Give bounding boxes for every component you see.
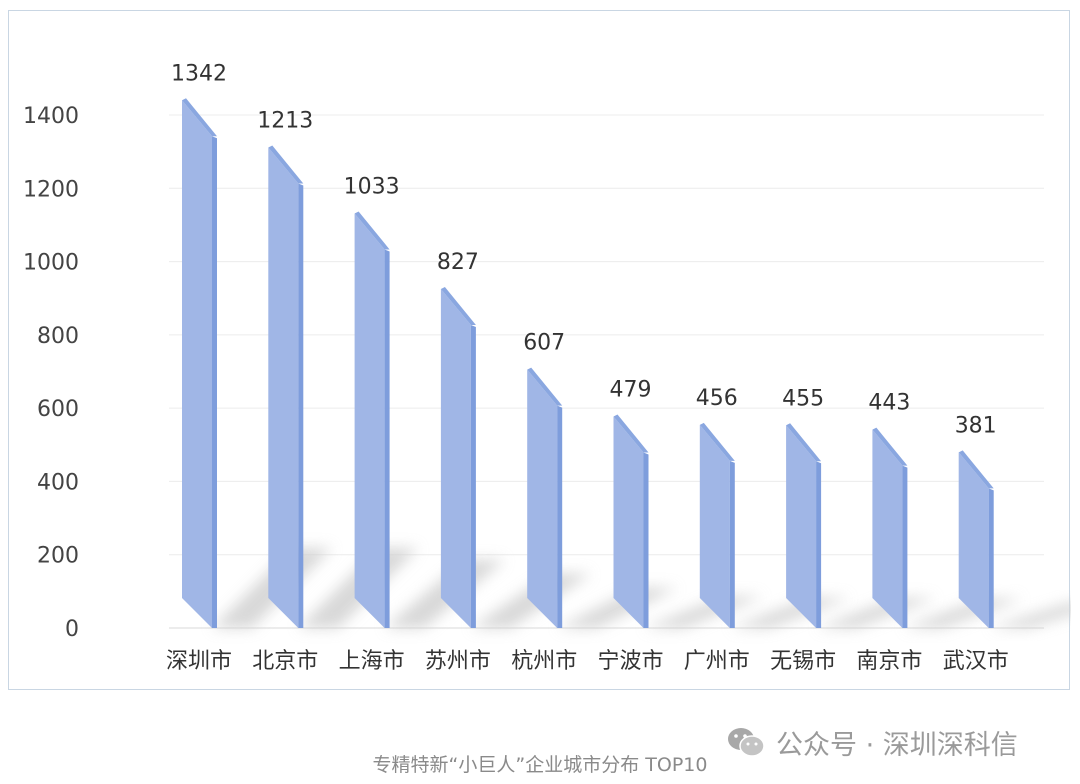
x-tick-label: 北京市 [252, 649, 318, 674]
data-label: 479 [610, 377, 652, 402]
data-label: 455 [782, 386, 824, 411]
data-label: 1342 [171, 61, 227, 86]
bar [958, 452, 989, 628]
data-label: 1033 [344, 174, 400, 199]
x-tick-label: 武汉市 [943, 649, 1009, 674]
x-tick-label: 苏州市 [425, 649, 491, 674]
y-tick-label: 1000 [23, 251, 79, 276]
bar-chart: 0 200 400 600 800 1000 1200 1400 1342 深圳市 1213 北京市 1… [23, 61, 1071, 674]
bar-top [613, 414, 649, 453]
bar [440, 288, 471, 628]
bar-side [816, 461, 822, 628]
bar-side [212, 136, 217, 628]
bar-top [440, 286, 476, 325]
bar-top [354, 211, 390, 250]
bar-side [902, 465, 908, 628]
data-label: 827 [437, 250, 479, 275]
x-tick-label: 深圳市 [166, 649, 232, 674]
x-tick-label: 宁波市 [597, 649, 663, 674]
data-label: 381 [955, 413, 997, 438]
y-tick-label: 800 [37, 324, 79, 349]
bar-side [988, 488, 994, 628]
bar-side [643, 452, 649, 628]
x-tick-label: 南京市 [856, 649, 922, 674]
y-tick-label: 200 [37, 544, 79, 569]
bar-side [384, 249, 390, 628]
bar [872, 429, 903, 628]
chart-frame: 0 200 400 600 800 1000 1200 1400 1342 深圳市 1213 北京市 1… [8, 10, 1071, 690]
wechat-icon [728, 728, 765, 757]
bar-side [298, 183, 304, 628]
y-tick-label: 400 [37, 470, 79, 495]
y-tick-label: 1400 [23, 104, 79, 129]
bar [354, 213, 385, 628]
bar [182, 100, 212, 628]
bar-top [527, 367, 563, 406]
bar [786, 425, 817, 628]
bar-top [872, 427, 908, 466]
data-label: 607 [523, 331, 565, 356]
bar-shadow [988, 602, 1071, 628]
bar [613, 416, 644, 628]
bar-top [786, 423, 822, 462]
bar-top [268, 145, 304, 184]
y-tick-label: 600 [37, 397, 79, 422]
data-label: 443 [868, 391, 910, 416]
x-tick-label: 杭州市 [511, 649, 577, 674]
y-tick-label: 0 [65, 617, 79, 642]
data-label: 456 [696, 386, 738, 411]
watermark: 公众号 · 深圳深科信 [726, 722, 1018, 762]
x-tick-label: 广州市 [684, 649, 750, 674]
watermark-text: 公众号 · 深圳深科信 [776, 729, 1018, 761]
x-tick-label: 无锡市 [770, 649, 836, 674]
x-tick-label: 上海市 [339, 649, 405, 674]
bar [699, 424, 730, 628]
bar [527, 369, 558, 628]
bar-top [958, 450, 994, 489]
bar-top [699, 422, 735, 461]
bar [268, 147, 299, 628]
y-tick-label: 1200 [23, 177, 79, 202]
data-label: 1213 [257, 109, 313, 134]
chart-caption: 专精特新“小巨人”企业城市分布 TOP10 [372, 754, 708, 776]
bar-side [470, 324, 476, 628]
bar-side [557, 405, 563, 628]
bar-side [729, 460, 735, 628]
bar-top [182, 98, 217, 137]
